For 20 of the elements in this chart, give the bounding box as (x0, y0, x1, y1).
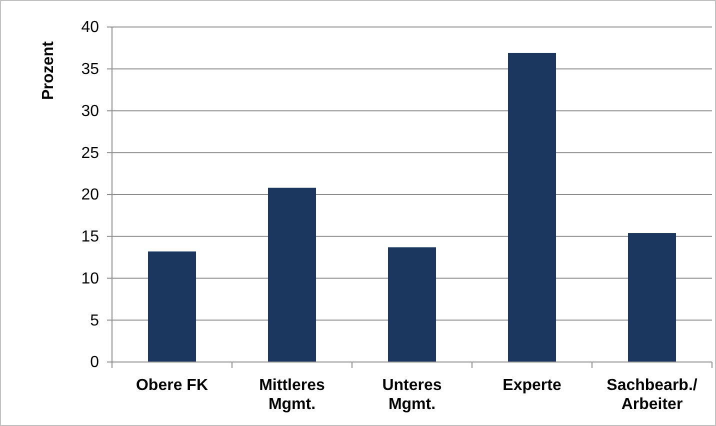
y-tick-label: 5 (90, 312, 100, 330)
y-tick-label: 30 (81, 102, 100, 120)
y-tick-label: 40 (81, 19, 100, 36)
y-tick-label: 35 (81, 60, 100, 78)
bar (388, 247, 436, 362)
x-tick-label: Mittleres Mgmt. (259, 377, 325, 413)
x-tick-label: Unteres Mgmt. (382, 377, 442, 413)
y-tick-label: 0 (90, 354, 100, 372)
bar (628, 233, 676, 362)
bar (268, 188, 316, 362)
x-tick-label: Sachbearb./ Arbeiter (606, 377, 698, 413)
y-tick-label: 15 (81, 228, 100, 246)
x-tick-label: Experte (502, 377, 562, 394)
x-tick-label: Obere FK (136, 377, 208, 394)
y-tick-label: 20 (81, 186, 100, 204)
bar (508, 52, 556, 362)
y-tick-label: 25 (81, 144, 100, 162)
bar (148, 251, 196, 362)
y-tick-label: 10 (81, 270, 100, 288)
y-axis-title: Prozent (40, 40, 57, 100)
